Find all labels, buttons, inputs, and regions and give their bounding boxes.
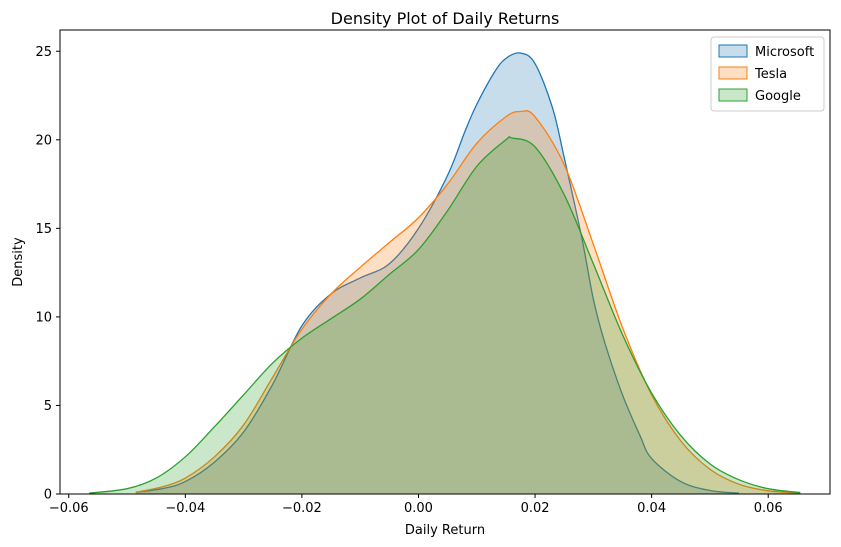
x-tick-label: 0.00: [404, 501, 433, 516]
density-line-microsoft: [135, 52, 740, 494]
legend-box: [710, 36, 825, 112]
x-tick-label: −0.06: [49, 501, 89, 516]
legend-swatch-microsoft: [718, 44, 748, 58]
x-tick-label: 0.02: [521, 501, 550, 516]
y-axis-title: Density: [11, 237, 26, 287]
plot-area: [89, 52, 801, 495]
legend-label-tesla: Tesla: [754, 67, 787, 82]
legend-item-microsoft: Microsoft: [718, 44, 814, 60]
legend-item-tesla: Tesla: [718, 66, 787, 82]
y-tick-label: 15: [35, 222, 52, 237]
y-tick-label: 5: [44, 399, 52, 414]
density-line-google: [89, 136, 801, 494]
y-tick-label: 0: [44, 488, 52, 503]
density-area-microsoft: [135, 52, 740, 495]
x-tick-label: 0.06: [754, 501, 783, 516]
legend: Microsoft Tesla Google: [710, 36, 825, 112]
x-tick-label: −0.02: [282, 501, 322, 516]
y-tick-label: 10: [35, 310, 52, 325]
density-area-google: [89, 136, 801, 494]
legend-swatch-google: [718, 88, 748, 102]
legend-item-google: Google: [718, 88, 801, 104]
x-axis-title: Daily Return: [405, 523, 485, 538]
x-tick-label: −0.04: [165, 501, 205, 516]
x-axis: −0.06 −0.04 −0.02 0.00 0.02 0.04 0.06: [49, 494, 783, 516]
y-tick-label: 20: [35, 133, 52, 148]
legend-label-google: Google: [755, 89, 801, 104]
density-area-tesla: [135, 110, 801, 494]
y-tick-label: 25: [35, 45, 52, 60]
plot-frame: [59, 29, 831, 495]
x-tick-label: 0.04: [637, 501, 666, 516]
legend-swatch-tesla: [718, 66, 748, 80]
density-line-tesla: [135, 110, 801, 494]
chart-title: Density Plot of Daily Returns: [331, 9, 560, 28]
legend-label-microsoft: Microsoft: [755, 45, 814, 60]
y-axis: 0 5 10 15 20 25: [35, 45, 60, 503]
